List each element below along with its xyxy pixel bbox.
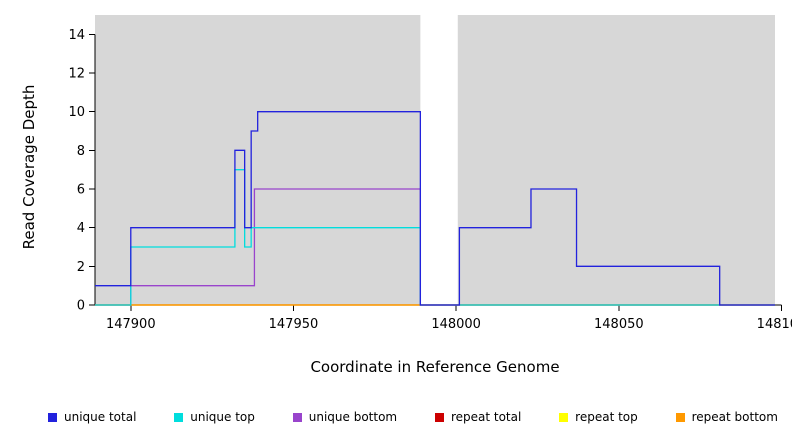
series-unique-total [95,111,775,306]
x-axis-label: Coordinate in Reference Genome [310,358,560,376]
y-tick-label: 10 [68,105,85,120]
legend-item-unique-top: unique top [174,410,255,424]
x-tick-label: 148050 [594,317,644,332]
legend-item-unique-bottom: unique bottom [292,410,398,424]
y-tick-label: 0 [77,299,85,314]
y-tick-label: 4 [77,221,85,236]
legend-swatch-icon [48,412,57,422]
legend-label: repeat top [575,410,638,424]
x-tick-label: 148000 [431,317,481,332]
y-tick-label: 6 [77,183,85,198]
x-tick-label: 147900 [106,317,156,332]
legend-item-repeat-total: repeat total [434,410,522,424]
legend-swatch-icon [292,412,302,422]
x-tick-label: 148100 [757,317,792,332]
y-tick-label: 8 [77,144,85,159]
legend: unique total unique top unique bottom repea… [48,410,778,424]
legend-item-repeat-bottom: repeat bottom [675,410,778,424]
y-tick-label: 14 [68,28,85,43]
legend-label: unique bottom [308,410,398,424]
legend-item-repeat-top: repeat top [559,410,638,424]
plot-background-left [95,15,421,305]
legend-label: repeat bottom [691,410,778,424]
plot-background-right [457,15,775,305]
y-tick-label: 2 [77,260,85,275]
legend-swatch-icon [559,412,569,422]
x-tick-label: 147950 [269,317,319,332]
legend-swatch-icon [675,412,685,422]
y-tick-label: 12 [68,67,85,82]
legend-swatch-icon [434,412,444,422]
coverage-chart: 147900 147950 148000 148050 148100 0 2 4 6 8 10 12 1… [68,15,792,332]
legend-item-unique-total: unique total [48,410,136,424]
legend-label: unique total [64,410,137,424]
legend-swatch-icon [174,412,184,422]
legend-label: repeat total [450,410,522,424]
legend-label: unique top [190,410,255,424]
y-axis-label: Read Coverage Depth [20,84,38,250]
